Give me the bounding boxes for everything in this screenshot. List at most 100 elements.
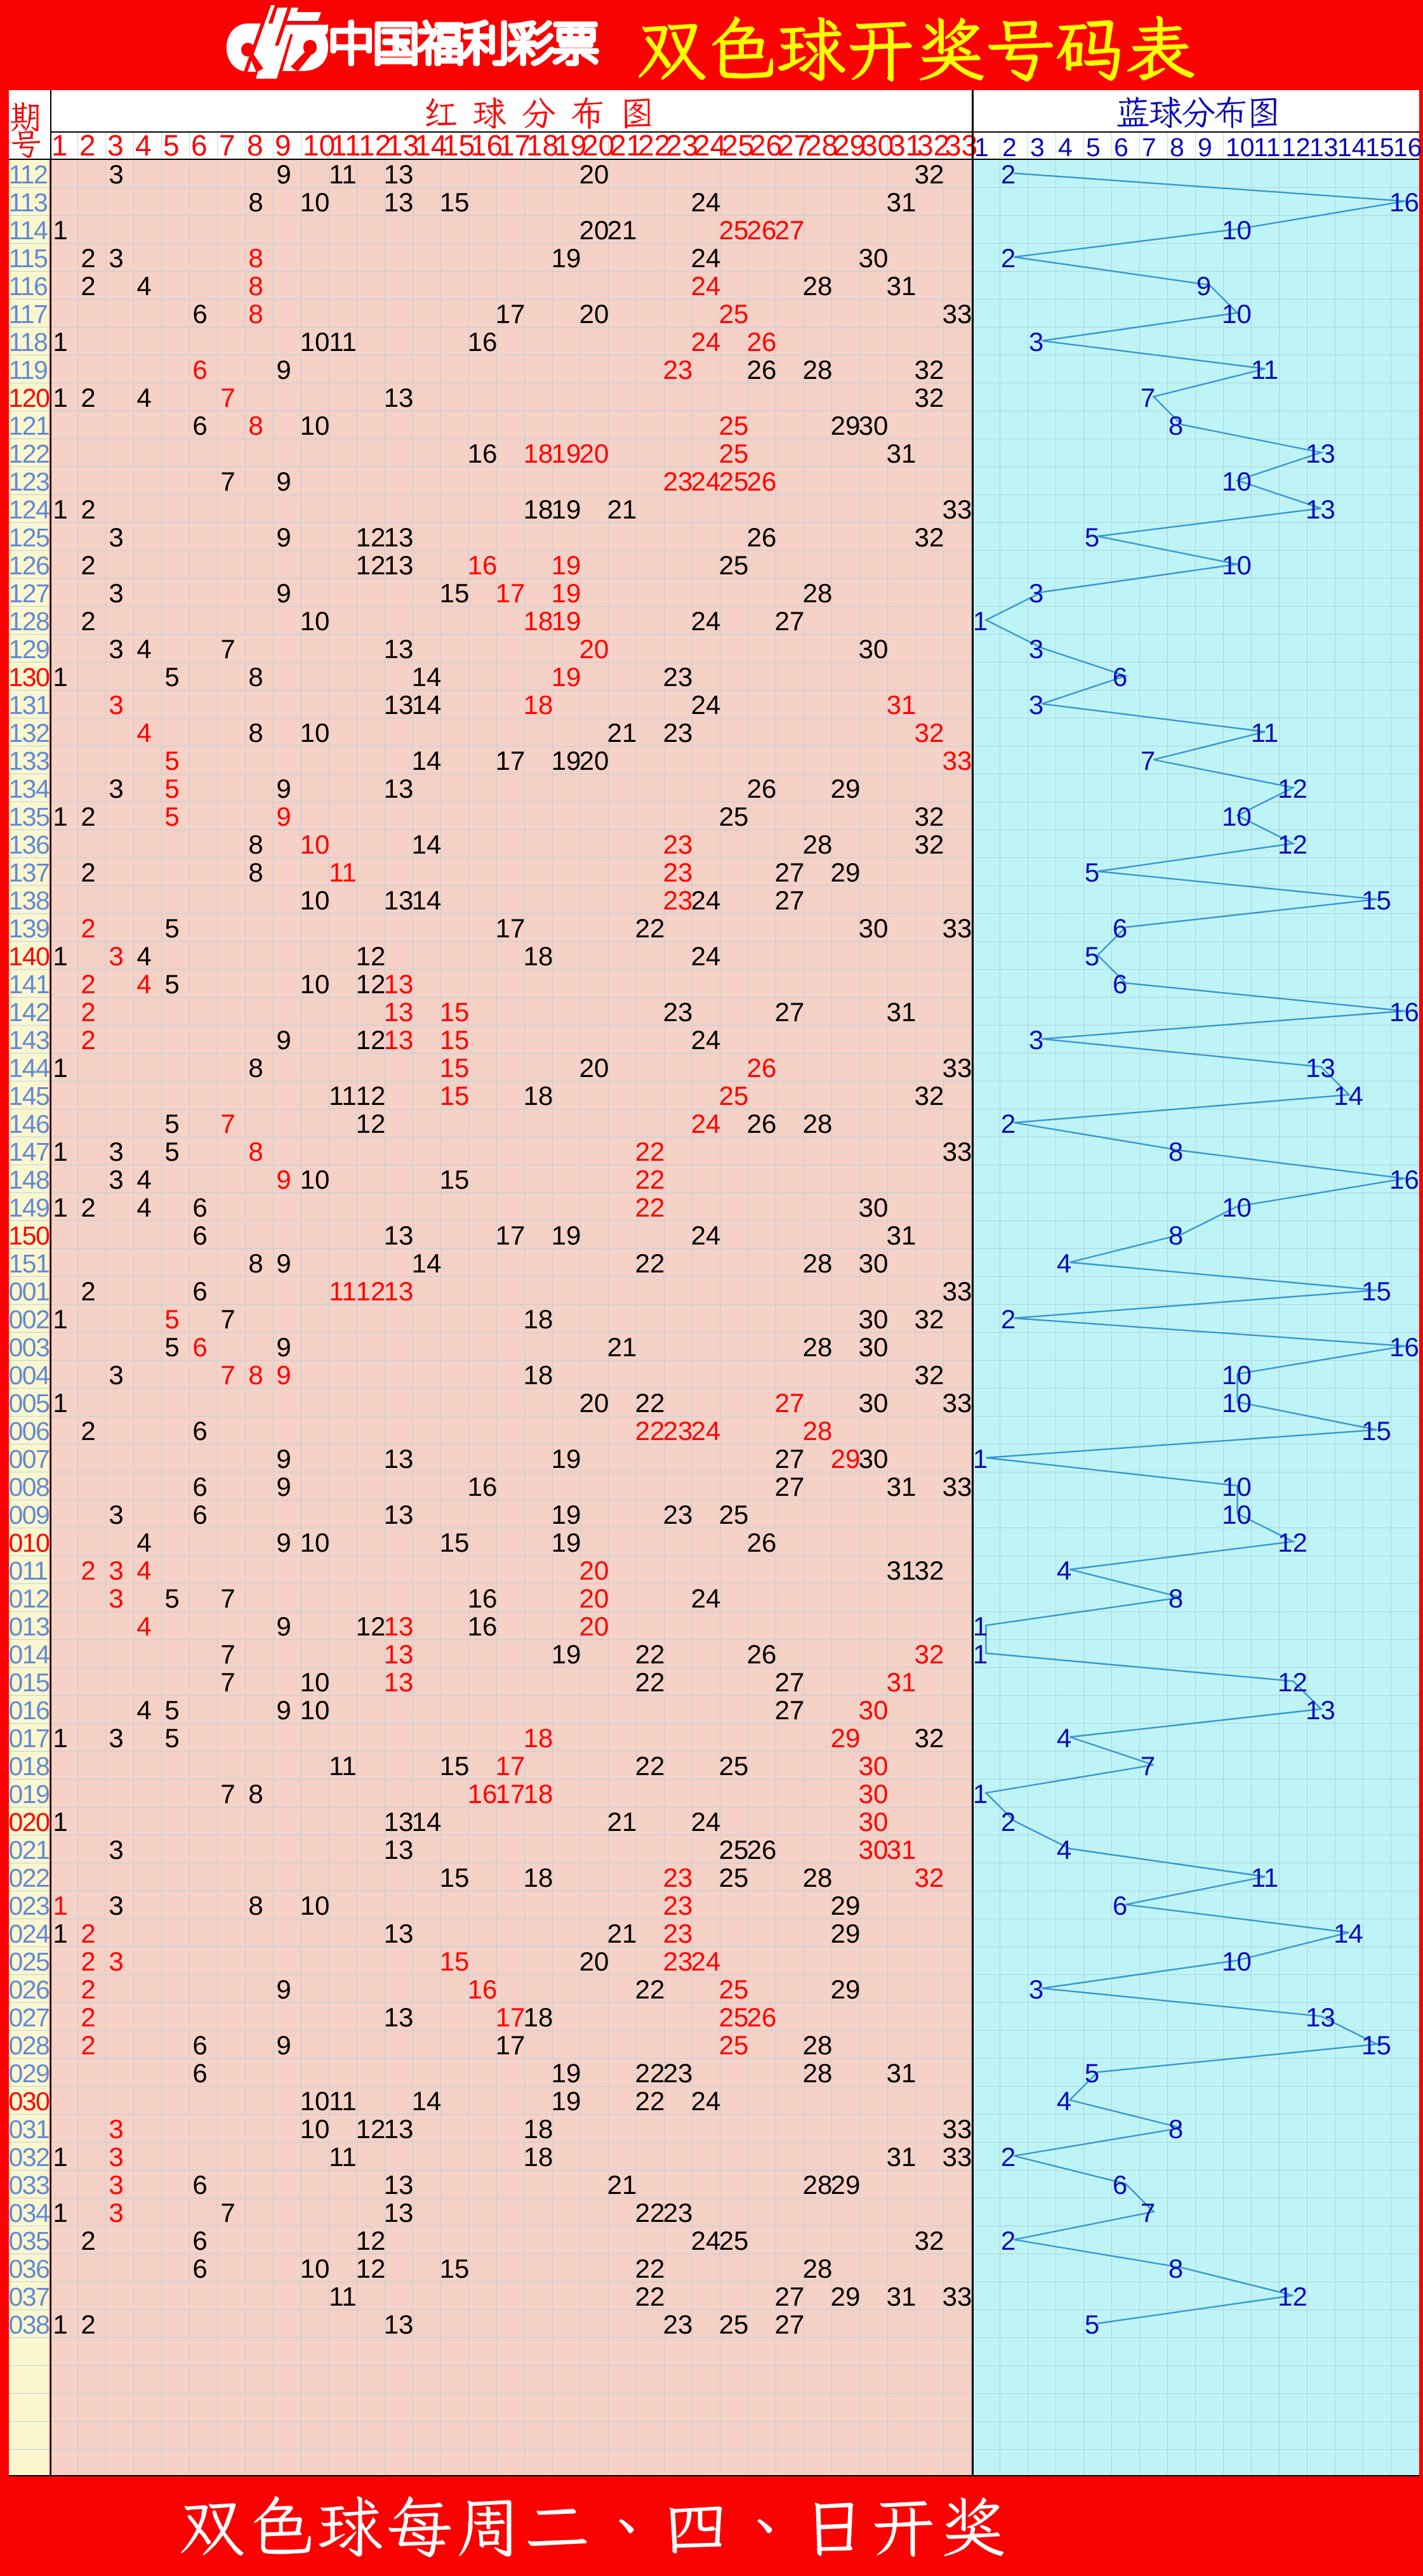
- red-ball-number: 13: [383, 550, 414, 580]
- red-ball-number: 15: [439, 1081, 470, 1111]
- red-ball-number: 28: [802, 1416, 833, 1446]
- red-ball-number: 5: [164, 1695, 180, 1725]
- blue-column-header: 8: [1170, 133, 1184, 162]
- red-column-header: 12: [359, 129, 392, 162]
- red-ball-number: 29: [830, 411, 861, 440]
- red-ball-number: 2: [81, 1919, 96, 1948]
- red-ball-number: 6: [192, 1472, 208, 1502]
- red-ball-number: 24: [691, 271, 721, 301]
- red-ball-number: 3: [109, 690, 124, 720]
- blue-column-header: 14: [1337, 133, 1367, 162]
- red-ball-number: 22: [635, 2058, 665, 2088]
- blue-ball-zigzag-line: [984, 172, 1405, 2325]
- red-ball-number: 12: [355, 1081, 386, 1111]
- blue-ball-number: 12: [1278, 1528, 1307, 1557]
- red-ball-number: 17: [495, 913, 526, 943]
- blue-ball-number: 9: [1196, 271, 1212, 301]
- red-ball-number: 27: [774, 606, 805, 636]
- red-ball-number: 9: [276, 802, 291, 831]
- red-ball-number: 2: [81, 383, 96, 413]
- blue-column-header: 15: [1365, 133, 1394, 162]
- red-ball-number: 8: [248, 1360, 263, 1390]
- blue-ball-number: 13: [1306, 2002, 1335, 2032]
- red-ball-number: 16: [467, 550, 498, 580]
- period-label: 030: [8, 2087, 50, 2116]
- period-label: 142: [8, 998, 50, 1027]
- blue-ball-number: 3: [1028, 634, 1044, 664]
- blue-ball-number: 2: [1000, 2142, 1016, 2172]
- red-ball-number: 21: [607, 494, 637, 524]
- red-ball-number: 33: [942, 1276, 972, 1306]
- red-ball-number: 27: [774, 1472, 805, 1502]
- red-ball-number: 2: [81, 1416, 96, 1446]
- red-ball-number: 9: [276, 774, 291, 803]
- red-ball-number: 33: [942, 1137, 972, 1166]
- period-label: 144: [8, 1054, 50, 1083]
- red-ball-number: 2: [81, 997, 96, 1027]
- red-ball-number: 2: [81, 606, 96, 636]
- red-ball-number: 13: [383, 1919, 414, 1948]
- red-ball-number: 6: [192, 1192, 208, 1222]
- blue-ball-number: 4: [1056, 1723, 1072, 1753]
- red-column-header: 30: [861, 129, 894, 162]
- period-label: 124: [8, 495, 50, 524]
- red-ball-number: 3: [109, 2170, 124, 2200]
- red-ball-number: 17: [495, 2030, 526, 2060]
- red-ball-number: 33: [942, 299, 972, 329]
- red-ball-number: 26: [746, 466, 777, 496]
- red-ball-number: 28: [802, 829, 833, 859]
- red-ball-number: 25: [718, 802, 749, 831]
- red-ball-number: 13: [383, 1444, 414, 1474]
- red-ball-number: 9: [276, 2030, 291, 2060]
- red-ball-number: 22: [635, 1639, 665, 1669]
- red-ball-number: 20: [579, 1611, 609, 1641]
- red-ball-number: 13: [383, 1220, 414, 1250]
- red-ball-number: 11: [329, 327, 357, 357]
- red-ball-number: 28: [802, 1248, 833, 1278]
- red-ball-number: 28: [802, 2254, 833, 2283]
- red-ball-number: 22: [635, 1137, 665, 1166]
- period-label: 118: [8, 327, 48, 357]
- red-ball-number: 26: [746, 2002, 777, 2032]
- blue-ball-number: 10: [1222, 1360, 1252, 1390]
- red-ball-number: 13: [383, 1500, 414, 1529]
- period-label: 008: [8, 1472, 50, 1502]
- period-header-char2: [11, 131, 41, 158]
- period-label: 138: [8, 886, 50, 915]
- red-ball-number: 4: [136, 1165, 152, 1194]
- period-label: 151: [8, 1249, 50, 1278]
- blue-ball-number: 1: [972, 1444, 988, 1474]
- period-label: 125: [8, 523, 50, 552]
- blue-ball-number: 10: [1222, 299, 1252, 329]
- red-ball-number: 7: [220, 1109, 235, 1139]
- red-ball-number: 24: [691, 327, 721, 357]
- blue-column-header: 2: [1002, 133, 1017, 162]
- red-ball-number: 32: [914, 383, 944, 413]
- red-ball-number: 33: [942, 913, 972, 943]
- period-label: 012: [8, 1584, 50, 1613]
- red-ball-number: 32: [914, 2226, 944, 2256]
- red-ball-number: 17: [495, 1779, 526, 1809]
- red-ball-number: 13: [383, 634, 414, 664]
- period-label: 119: [8, 355, 48, 385]
- red-ball-number: 8: [248, 1137, 263, 1166]
- red-ball-number: 1: [53, 1388, 68, 1418]
- red-ball-number: 12: [355, 1276, 386, 1306]
- red-ball-number: 28: [802, 1332, 833, 1362]
- red-ball-number: 25: [718, 439, 749, 468]
- red-ball-number: 5: [164, 774, 180, 803]
- red-ball-number: 7: [220, 1667, 235, 1697]
- red-ball-number: 7: [220, 1304, 235, 1334]
- red-ball-number: 13: [383, 774, 414, 803]
- red-ball-number: 10: [300, 1165, 330, 1194]
- red-ball-number: 24: [691, 690, 721, 720]
- red-ball-number: 22: [635, 1974, 665, 2004]
- red-ball-number: 4: [136, 1695, 152, 1725]
- red-ball-number: 1: [53, 1137, 68, 1166]
- red-ball-number: 20: [579, 1053, 609, 1083]
- red-ball-number: 22: [635, 1667, 665, 1697]
- period-label: 017: [8, 1724, 50, 1753]
- red-ball-number: 5: [164, 1723, 180, 1753]
- red-ball-number: 28: [802, 2170, 833, 2200]
- red-ball-number: 2: [81, 802, 96, 831]
